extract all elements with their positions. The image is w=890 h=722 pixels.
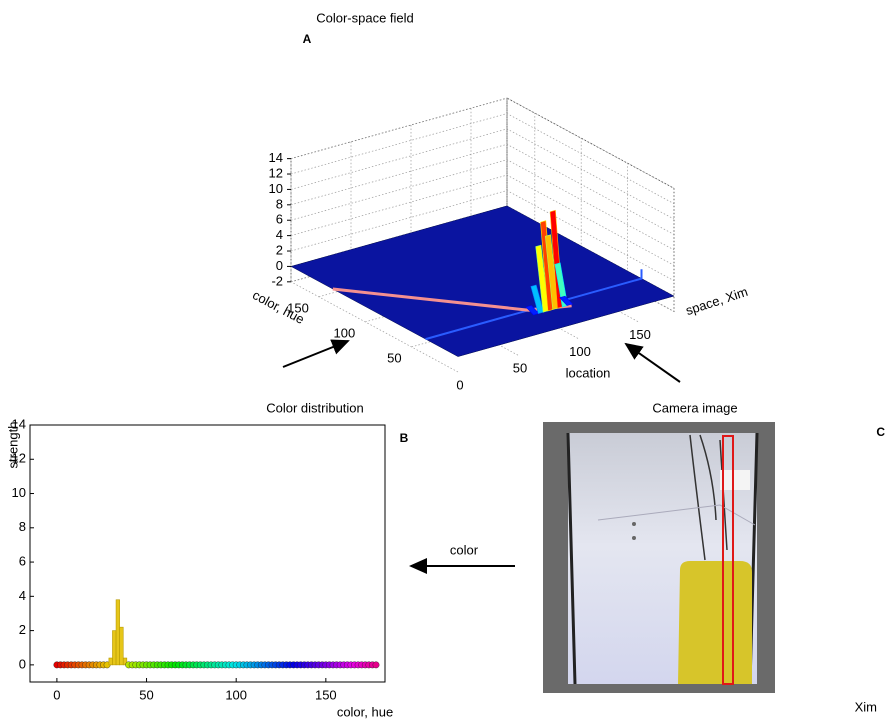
x-tick-label: 100: [225, 687, 247, 702]
surface-peak: [530, 284, 544, 314]
panel-label: B: [400, 431, 409, 445]
panel-b: 0 2 4 6 8 10 12 14 0 50 100 150 Color distribution Bc…: [5, 400, 408, 719]
x-tick-label: 0: [53, 687, 60, 702]
y-tick-label: 4: [19, 588, 26, 603]
chart-title: Color-space field: [316, 10, 414, 25]
panel-label: A: [303, 32, 312, 46]
x-tick-label: 50: [139, 687, 153, 702]
y-tick-label: 100: [334, 325, 356, 340]
y-tick-label: 2: [19, 622, 26, 637]
grid-line: [290, 113, 675, 205]
z-tick-label: 4: [276, 227, 283, 242]
annotation: location: [566, 365, 611, 380]
z-tick-label: 10: [269, 181, 283, 196]
x-tick-label: 150: [315, 687, 337, 702]
z-tick-label: 8: [276, 196, 283, 211]
grid-line: [290, 159, 675, 251]
y-tick-label: 6: [19, 554, 26, 569]
surface-peak: [540, 220, 554, 312]
z-tick-label: -2: [271, 273, 283, 288]
wall-edge: [597, 504, 756, 526]
y-tick-label: 12: [12, 451, 26, 466]
y-axis-label: strength: [5, 422, 20, 469]
bar: [115, 599, 120, 666]
y-tick-label: 150: [287, 300, 309, 315]
panel-label: C: [876, 425, 885, 439]
surface-peak: [554, 262, 568, 308]
grid-line: [290, 190, 675, 282]
x-axis-label: space, Xim: [684, 284, 750, 318]
plot-area: [29, 424, 386, 683]
bar: [122, 657, 128, 666]
annotation: color: [450, 542, 479, 557]
dot: [632, 536, 636, 540]
hue-marker: [372, 661, 380, 669]
panel-a: -20246810121405010015050100150Color-spac…: [250, 10, 749, 392]
x-tick-label: 0: [456, 377, 463, 392]
y-tick-label: 50: [387, 350, 401, 365]
chart-title: Color distribution: [266, 400, 364, 415]
yellow-object: [678, 561, 752, 684]
grid-line: [290, 128, 675, 220]
chart-title: Camera image: [652, 400, 737, 415]
x-tick-label: 100: [569, 344, 591, 359]
arrow: [624, 342, 681, 383]
paper-sheet: [720, 470, 750, 490]
arrow: [282, 339, 350, 368]
x-tick-label: 150: [629, 327, 651, 342]
bar: [119, 626, 124, 666]
z-tick-label: 6: [276, 212, 283, 227]
z-tick-label: 0: [276, 258, 283, 273]
surface-peak: [559, 295, 573, 306]
y-tick-label: 14: [12, 416, 26, 431]
surface-peak: [544, 234, 559, 310]
x-axis-label: Xim: [855, 699, 877, 714]
z-tick-label: 14: [269, 150, 283, 165]
grid-line: [290, 174, 675, 266]
surface-floor: [290, 205, 675, 357]
surface-peak: [525, 305, 540, 316]
x-axis-label: color, hue: [337, 704, 393, 719]
grid-line: [290, 143, 675, 235]
y-tick-label: 10: [12, 485, 26, 500]
surface-ridge-line: [425, 269, 643, 341]
bar: [108, 657, 113, 666]
grid-line: [290, 97, 675, 189]
selection-column: [722, 435, 734, 685]
x-tick-label: 50: [513, 361, 527, 376]
panel-c: Camera image C Xim: [543, 400, 885, 714]
z-tick-label: 2: [276, 242, 283, 257]
surface-peak: [535, 244, 549, 313]
y-tick-label: 8: [19, 519, 26, 534]
z-tick-label: 12: [269, 165, 283, 180]
y-tick-label: 0: [19, 656, 26, 671]
dot: [632, 522, 636, 526]
bar: [112, 630, 117, 666]
